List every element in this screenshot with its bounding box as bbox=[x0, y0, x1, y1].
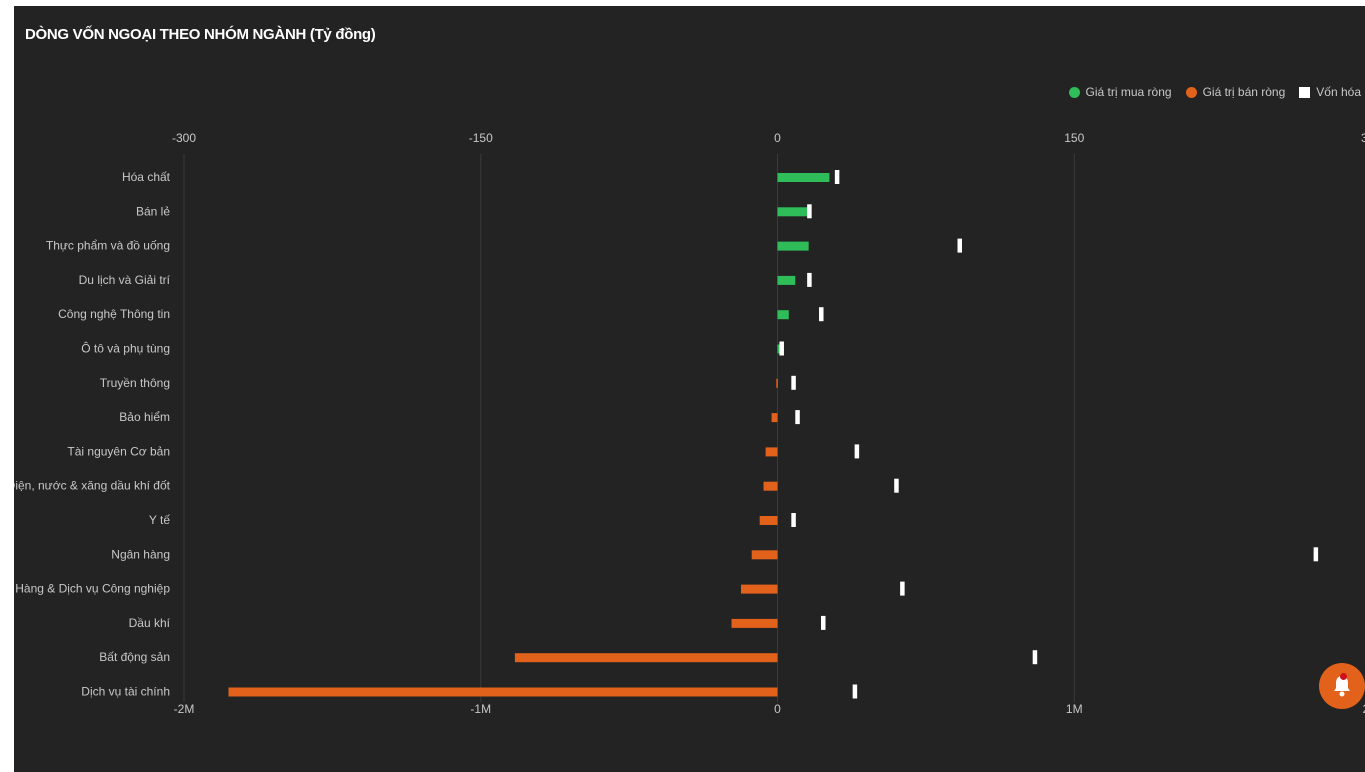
top-axis-tick-label: -150 bbox=[469, 131, 493, 145]
flow-bar bbox=[765, 447, 778, 457]
capitalization-marker bbox=[957, 238, 963, 253]
capitalization-marker bbox=[854, 444, 860, 459]
legend-item-cap[interactable]: Vốn hóa bbox=[1299, 85, 1361, 99]
category-label: Truyền thông bbox=[100, 376, 170, 390]
notification-badge bbox=[1340, 673, 1347, 680]
flow-bar bbox=[777, 275, 796, 285]
category-label: Hàng & Dịch vụ Công nghiệp bbox=[15, 582, 170, 596]
capitalization-marker bbox=[900, 581, 905, 596]
flow-bar bbox=[731, 618, 778, 628]
chart-legend: Giá trị mua ròng Giá trị bán ròng Vốn hó… bbox=[1068, 85, 1361, 99]
flow-bar bbox=[751, 550, 778, 560]
capitalization-marker bbox=[807, 272, 812, 287]
category-label: Hóa chất bbox=[122, 170, 171, 184]
bottom-axis-tick-label: -2M bbox=[174, 702, 195, 716]
legend-cap-marker bbox=[1299, 86, 1311, 98]
bell-icon bbox=[1334, 676, 1350, 697]
flow-bar bbox=[777, 207, 811, 217]
legend-buy-label: Giá trị mua ròng bbox=[1085, 85, 1172, 99]
bottom-axis-tick-label: 0 bbox=[774, 702, 781, 716]
flow-bar bbox=[514, 653, 778, 663]
legend-sell-label: Giá trị bán ròng bbox=[1202, 85, 1286, 99]
capitalization-marker bbox=[852, 684, 858, 699]
capitalization-marker bbox=[821, 615, 826, 630]
chart-title: DÒNG VỐN NGOẠI THEO NHÓM NGÀNH (Tỷ đồng) bbox=[25, 26, 376, 43]
flow-bar bbox=[759, 516, 778, 525]
category-label: Dịch vụ tài chính bbox=[81, 685, 170, 699]
bar-chart: -300 -150 0 150 300 -2M -1M 0 1M 2M Hóa chất Bán lẻ… bbox=[14, 131, 1365, 716]
category-label: Điện, nước & xăng dầu khí đốt bbox=[14, 479, 171, 493]
legend-sell-marker bbox=[1185, 86, 1197, 98]
capitalization-marker bbox=[894, 478, 899, 493]
bottom-axis-tick-label: 1M bbox=[1066, 702, 1083, 716]
flow-bar bbox=[228, 687, 778, 697]
notification-bell-button[interactable] bbox=[1319, 663, 1365, 709]
legend-item-sell[interactable]: Giá trị bán ròng bbox=[1185, 85, 1286, 99]
capitalization-marker bbox=[807, 204, 812, 219]
legend-buy-marker bbox=[1068, 86, 1080, 98]
category-label: Dầu khí bbox=[129, 616, 171, 630]
top-axis-tick-label: 150 bbox=[1064, 131, 1084, 145]
category-label: Bán lẻ bbox=[136, 204, 170, 218]
top-axis-tick-label: -300 bbox=[172, 131, 196, 145]
capitalization-marker bbox=[795, 410, 800, 425]
category-label: Du lịch và Giải trí bbox=[79, 273, 171, 287]
category-label: Thực phẩm và đồ uống bbox=[46, 239, 170, 253]
flow-bar bbox=[776, 378, 778, 388]
legend-item-buy[interactable]: Giá trị mua ròng bbox=[1068, 85, 1172, 99]
bottom-axis-tick-label: -1M bbox=[470, 702, 491, 716]
top-axis-tick-label: 300 bbox=[1361, 131, 1365, 145]
category-label: Công nghệ Thông tin bbox=[58, 307, 170, 321]
category-label: Bảo hiểm bbox=[119, 410, 170, 424]
flow-bar bbox=[740, 584, 778, 594]
capitalization-marker bbox=[1032, 650, 1038, 665]
capitalization-marker bbox=[779, 341, 784, 356]
legend-cap-label: Vốn hóa bbox=[1316, 85, 1361, 99]
flow-bar bbox=[777, 173, 830, 182]
flow-bar bbox=[777, 310, 789, 320]
category-label: Ngân hàng bbox=[111, 547, 170, 561]
capitalization-marker bbox=[791, 513, 796, 527]
category-label: Y tế bbox=[149, 513, 170, 527]
flow-bar bbox=[763, 481, 778, 491]
category-label: Ô tô và phụ tùng bbox=[81, 341, 170, 356]
capitalization-marker bbox=[834, 170, 840, 184]
flow-bar bbox=[771, 413, 778, 423]
category-label: Tài nguyên Cơ bản bbox=[67, 444, 170, 458]
capitalization-marker bbox=[791, 375, 796, 390]
flow-bar bbox=[777, 344, 780, 354]
flow-bar bbox=[777, 241, 809, 251]
bottom-axis-tick-label: 2M bbox=[1363, 702, 1365, 716]
capitalization-marker bbox=[819, 307, 824, 322]
top-axis-tick-label: 0 bbox=[774, 131, 781, 145]
category-label: Bất động sản bbox=[99, 650, 170, 664]
chart-panel: DÒNG VỐN NGOẠI THEO NHÓM NGÀNH (Tỷ đồng)… bbox=[14, 6, 1365, 772]
capitalization-marker bbox=[1313, 547, 1319, 562]
